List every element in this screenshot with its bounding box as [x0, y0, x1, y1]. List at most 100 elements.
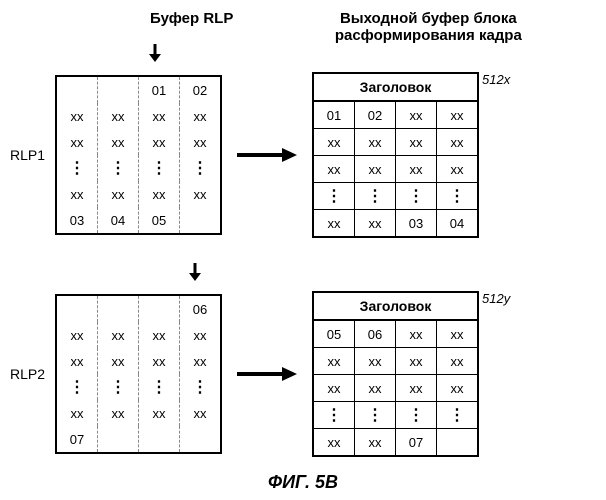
output-cell: xx [313, 156, 355, 183]
buffer-cell: xx [98, 181, 139, 207]
buffer-cell: xx [139, 181, 180, 207]
output-cell: ⋮ [313, 183, 355, 210]
output-cell: xx [396, 101, 437, 129]
output-cell: xx [437, 156, 479, 183]
buffer-cell: 01 [139, 76, 180, 103]
buffer-cell [180, 426, 222, 453]
buffer-cell: xx [56, 129, 98, 155]
output-cell: 04 [437, 210, 479, 238]
buffer-cell [139, 295, 180, 322]
output-cell: xx [355, 375, 396, 402]
output-cell: xx [396, 156, 437, 183]
buffer-cell: 02 [180, 76, 222, 103]
output-cell: ⋮ [396, 402, 437, 429]
output-cell: ⋮ [355, 402, 396, 429]
buffer-cell [180, 207, 222, 234]
output-cell: 05 [313, 320, 355, 348]
rlp2-label: RLP2 [10, 366, 55, 382]
output-header-2: Заголовок [313, 292, 478, 320]
buffer-cell: 04 [98, 207, 139, 234]
arrow-down-container-2 [55, 263, 217, 286]
header-row: Буфер RLP Выходной буфер блока расформир… [10, 10, 596, 44]
output-cell: 07 [396, 429, 437, 457]
output-cell: xx [437, 375, 479, 402]
buffer-cell: xx [56, 400, 98, 426]
output-cell: 02 [355, 101, 396, 129]
buffer-cell [56, 76, 98, 103]
buffer-cell: xx [98, 348, 139, 374]
output-cell: 01 [313, 101, 355, 129]
output-cell: xx [437, 320, 479, 348]
arrow-down-icon [135, 44, 175, 67]
output-cell: xx [313, 210, 355, 238]
output-cell: ⋮ [437, 183, 479, 210]
buffer-cell: ⋮ [98, 374, 139, 400]
rlp1-buffer-table: 0102xxxxxxxxxxxxxxxx⋮⋮⋮⋮xxxxxxxx030405 [55, 75, 222, 235]
buffer-cell: 06 [180, 295, 222, 322]
output-cell: ⋮ [313, 402, 355, 429]
rlp2-section: RLP2 06xxxxxxxxxxxxxxxx⋮⋮⋮⋮xxxxxxxx07 За… [10, 263, 596, 457]
left-buffer-title: Буфер RLP [150, 10, 233, 27]
buffer-cell: xx [98, 322, 139, 348]
buffer-cell: ⋮ [56, 374, 98, 400]
output-cell: ⋮ [396, 183, 437, 210]
output-cell: xx [396, 129, 437, 156]
arrow-right-1 [237, 145, 297, 165]
buffer-cell: 05 [139, 207, 180, 234]
buffer-cell: xx [180, 400, 222, 426]
ref-512x: 512x [482, 72, 510, 87]
buffer-cell: xx [180, 322, 222, 348]
buffer-cell [139, 426, 180, 453]
buffer-cell: xx [56, 348, 98, 374]
buffer-cell: xx [98, 400, 139, 426]
arrow-down-icon [175, 263, 215, 286]
buffer-cell: xx [139, 400, 180, 426]
buffer-cell: xx [139, 103, 180, 129]
output-cell: xx [313, 429, 355, 457]
output-cell: xx [396, 375, 437, 402]
rlp2-buffer-table: 06xxxxxxxxxxxxxxxx⋮⋮⋮⋮xxxxxxxx07 [55, 294, 222, 454]
buffer-cell: xx [98, 129, 139, 155]
buffer-cell: xx [139, 129, 180, 155]
output-cell: xx [396, 348, 437, 375]
output-cell [437, 429, 479, 457]
arrow-right-2 [237, 364, 297, 384]
rlp1-output-table: Заголовок 0102xxxxxxxxxxxxxxxxxxxx⋮⋮⋮⋮xx… [312, 72, 479, 238]
output-cell: 06 [355, 320, 396, 348]
output-cell: xx [437, 348, 479, 375]
buffer-cell: xx [56, 103, 98, 129]
buffer-cell: ⋮ [180, 155, 222, 181]
buffer-cell: 07 [56, 426, 98, 453]
buffer-cell: xx [180, 348, 222, 374]
output-cell: xx [437, 129, 479, 156]
buffer-cell: xx [180, 129, 222, 155]
arrow-down-container-1 [55, 44, 217, 67]
buffer-cell [56, 295, 98, 322]
output-cell: xx [355, 156, 396, 183]
output-cell: ⋮ [437, 402, 479, 429]
buffer-cell [98, 295, 139, 322]
output-cell: 03 [396, 210, 437, 238]
output-header-1: Заголовок [313, 73, 478, 101]
output-cell: xx [355, 429, 396, 457]
ref-512y: 512y [482, 291, 510, 306]
output-cell: xx [313, 375, 355, 402]
buffer-cell: ⋮ [139, 155, 180, 181]
output-cell: xx [355, 210, 396, 238]
buffer-cell [98, 76, 139, 103]
output-cell: xx [396, 320, 437, 348]
output-cell: xx [313, 348, 355, 375]
buffer-cell: xx [139, 322, 180, 348]
buffer-cell: xx [56, 181, 98, 207]
buffer-cell: ⋮ [98, 155, 139, 181]
buffer-cell: ⋮ [56, 155, 98, 181]
rlp1-section: RLP1 0102xxxxxxxxxxxxxxxx⋮⋮⋮⋮xxxxxxxx030… [10, 44, 596, 238]
buffer-cell: xx [180, 181, 222, 207]
rlp1-label: RLP1 [10, 147, 55, 163]
buffer-cell: xx [56, 322, 98, 348]
right-buffer-title: Выходной буфер блока расформирования кад… [328, 10, 528, 44]
buffer-cell: xx [139, 348, 180, 374]
buffer-cell: ⋮ [139, 374, 180, 400]
output-cell: xx [437, 101, 479, 129]
output-cell: ⋮ [355, 183, 396, 210]
